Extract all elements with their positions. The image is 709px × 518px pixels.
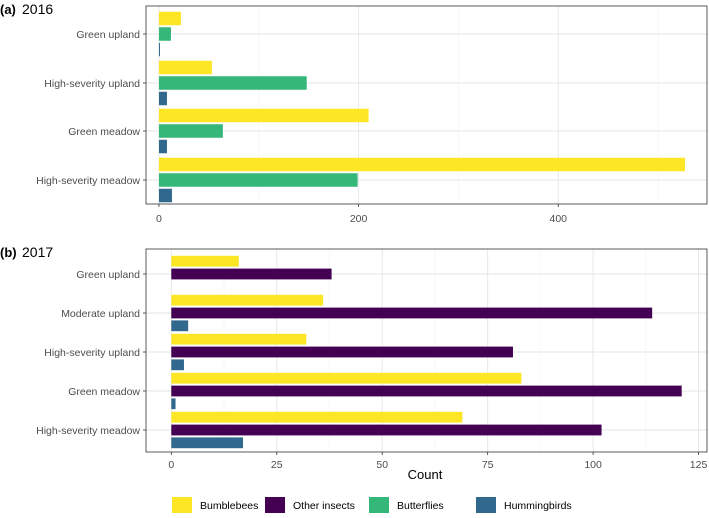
x-tick-label: 400 (549, 213, 567, 225)
bar-hummingbirds-green-upland (158, 42, 160, 57)
bar-other-insects-high-severity-upland (171, 346, 513, 358)
legend-swatch-bumblebees (172, 497, 192, 513)
y-tick-label: High-severity upland (44, 347, 140, 359)
y-tick-label: Moderate upland (61, 308, 140, 320)
bar-hummingbirds-green-meadow (171, 398, 176, 410)
bar-other-insects-green-meadow (171, 385, 682, 397)
bar-butterflies-green-meadow (158, 124, 223, 138)
panel-2017: (b) 2017 Green upland Moderate upland High… (0, 244, 707, 482)
y-axis: Green upland High-severity upland Green me… (36, 29, 146, 187)
x-tick-label: 0 (168, 459, 174, 471)
bar-hummingbirds-high-severity-upland (171, 359, 184, 371)
y-tick-label: High-severity meadow (36, 425, 140, 437)
bars (158, 11, 686, 203)
bar-hummingbirds-high-severity-meadow (171, 437, 244, 449)
bar-bumblebees-green-upland (171, 255, 239, 267)
bar-other-insects-moderate-upland (171, 307, 653, 319)
x-tick-label: 50 (376, 459, 388, 471)
legend-swatch-butterflies (369, 497, 389, 513)
panel-title: 2016 (22, 1, 53, 17)
y-tick-label: Green meadow (68, 386, 140, 398)
bar-butterflies-high-severity-meadow (158, 173, 358, 187)
panel-label: (a) (0, 2, 16, 17)
x-tick-label: 25 (271, 459, 283, 471)
bar-hummingbirds-green-meadow (158, 139, 167, 154)
y-tick-label: Green upland (76, 29, 140, 41)
x-tick-label: 100 (584, 459, 602, 471)
legend: Bumblebees Other insects Butterflies Hummin… (172, 497, 572, 513)
y-tick-label: Green meadow (68, 126, 140, 138)
x-tick-label: 125 (690, 459, 708, 471)
panel-title: 2017 (22, 244, 53, 260)
bar-other-insects-high-severity-meadow (171, 424, 602, 436)
panel-border (145, 248, 708, 453)
bars (171, 255, 682, 449)
y-tick-label: High-severity meadow (36, 175, 140, 187)
bar-bumblebees-high-severity-meadow (158, 157, 686, 172)
bar-hummingbirds-high-severity-meadow (158, 188, 172, 203)
legend-label-hummingbirds: Hummingbirds (504, 500, 572, 512)
legend-label-bumblebees: Bumblebees (200, 500, 258, 512)
bar-bumblebees-high-severity-upland (171, 333, 307, 345)
bar-bumblebees-green-meadow (171, 372, 522, 384)
bar-hummingbirds-high-severity-upland (158, 91, 167, 106)
panel-border (145, 5, 708, 205)
panel-label: (b) (0, 245, 17, 260)
bar-bumblebees-green-upland (158, 11, 181, 26)
bar-butterflies-green-upland (158, 27, 171, 41)
legend-label-other-insects: Other insects (293, 500, 355, 512)
panel-2016: (a) 2016 Green upland High-severity uplan… (0, 1, 708, 225)
x-axis: 0 200 400 (156, 204, 567, 225)
x-axis: 0 25 50 75 100 125 (168, 452, 707, 471)
x-axis-title: Count (408, 467, 443, 482)
bar-other-insects-green-upland (171, 268, 332, 280)
x-tick-label: 200 (350, 213, 368, 225)
bar-bumblebees-high-severity-meadow (171, 411, 463, 423)
bar-butterflies-high-severity-upland (158, 76, 307, 90)
bar-bumblebees-green-meadow (158, 108, 369, 123)
legend-label-butterflies: Butterflies (397, 500, 444, 512)
bar-hummingbirds-moderate-upland (171, 320, 189, 332)
y-tick-label: Green upland (76, 269, 140, 281)
x-tick-label: 75 (482, 459, 494, 471)
x-tick-label: 0 (156, 213, 162, 225)
bar-bumblebees-high-severity-upland (158, 60, 212, 75)
y-tick-label: High-severity upland (44, 78, 140, 90)
y-axis: Green upland Moderate upland High-severity… (36, 269, 146, 437)
bar-bumblebees-moderate-upland (171, 294, 324, 306)
legend-swatch-other-insects (265, 497, 285, 513)
legend-swatch-hummingbirds (476, 497, 496, 513)
